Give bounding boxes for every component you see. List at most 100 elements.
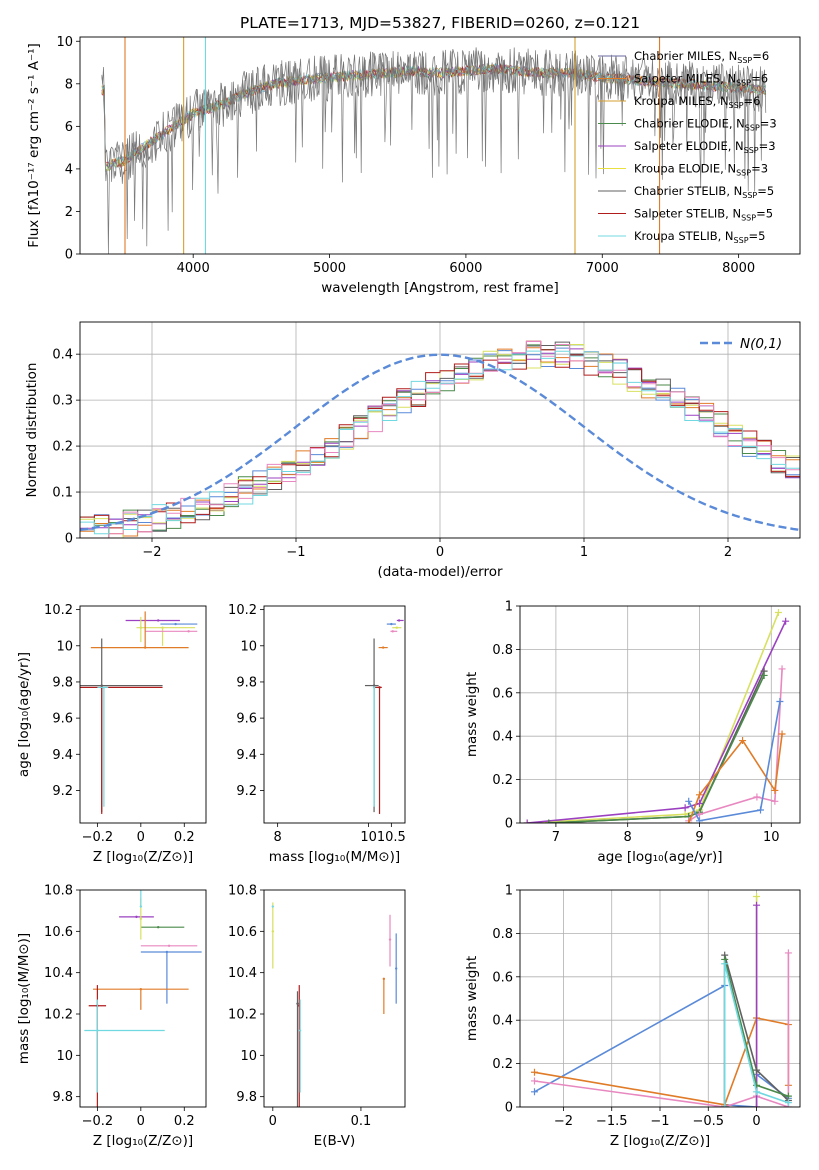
gaussian-curve xyxy=(80,353,800,532)
series-marker xyxy=(753,901,761,909)
y-tick-label: 10.4 xyxy=(44,966,73,981)
series-marker xyxy=(753,1088,761,1096)
x-tick-label: −1.5 xyxy=(596,1114,628,1129)
legend-sub: SSP xyxy=(741,214,756,223)
x-tick-label: 8 xyxy=(274,830,282,845)
legend-entry: Chabrier ELODIE, NSSP=3 xyxy=(634,117,777,133)
legend-name: Salpeter ELODIE, N xyxy=(634,139,744,153)
data-point xyxy=(174,622,177,626)
series-marker xyxy=(695,810,703,818)
x-tick-label: −2 xyxy=(142,545,161,560)
x-axis-label: mass [log₁₀(M/M⊙)] xyxy=(269,849,400,865)
x-tick-label: 8 xyxy=(624,830,632,845)
legend-entry: Chabrier STELIB, NSSP=5 xyxy=(634,184,774,200)
y-tick-label: 0.1 xyxy=(52,486,73,501)
plot-area xyxy=(520,606,800,823)
series-line xyxy=(534,984,789,1107)
legend-count: =5 xyxy=(756,207,773,221)
data-point xyxy=(167,944,171,947)
series-marker xyxy=(784,1099,792,1107)
y-tick-label: 10 xyxy=(56,1049,73,1064)
histogram-step xyxy=(80,347,800,537)
x-tick-label: 0.1 xyxy=(351,1114,372,1129)
y-tick-label: 9.6 xyxy=(236,712,257,727)
legend-entry: Kroupa ELODIE, NSSP=3 xyxy=(634,162,768,178)
legend-count: =6 xyxy=(744,94,761,108)
data-point xyxy=(394,967,398,970)
data-point xyxy=(298,1029,302,1032)
x-tick-label: 0 xyxy=(137,1114,145,1129)
y-axis-label: mass weight xyxy=(464,956,480,1041)
y-tick-label: 9.2 xyxy=(52,784,73,799)
x-tick-label: 10.5 xyxy=(377,830,406,845)
series-marker xyxy=(739,737,747,745)
y-tick-label: 9.4 xyxy=(52,748,73,763)
x-tick-label: −1 xyxy=(650,1114,669,1129)
data-point xyxy=(271,905,275,908)
x-tick-label: 0.2 xyxy=(174,1114,195,1129)
legend-count: =5 xyxy=(757,184,774,198)
series-line xyxy=(723,963,789,1107)
y-axis-label: age [log₁₀(age/yr)] xyxy=(16,652,32,777)
y-tick-label: 10 xyxy=(240,1049,257,1064)
legend-count: =6 xyxy=(752,49,769,63)
y-tick-label: 0 xyxy=(65,532,73,547)
data-point xyxy=(296,1002,299,1005)
legend-entry: Kroupa STELIB, NSSP=5 xyxy=(634,229,765,245)
x-tick-label: −0.2 xyxy=(82,1114,114,1129)
data-point xyxy=(96,1029,99,1032)
histogram-step xyxy=(80,344,800,538)
x-tick-label: 0 xyxy=(137,830,145,845)
series-marker xyxy=(695,817,703,823)
data-point xyxy=(390,622,393,626)
x-axis-label: E(B-V) xyxy=(314,1133,356,1149)
legend-sub: SSP xyxy=(742,191,757,200)
panel-mass_vs_Z: −0.2 0 0.2 9.8 10 10.2 10.4 10.6 10.8 Z [log₁₀(Z/… xyxy=(16,884,207,1149)
histogram-step xyxy=(80,350,800,535)
residuals-frame xyxy=(79,321,801,539)
histogram-step xyxy=(80,348,800,529)
y-tick-label: 10.2 xyxy=(228,603,257,618)
data-point xyxy=(157,619,160,622)
series-marker xyxy=(721,1103,729,1107)
series-marker xyxy=(753,793,761,801)
legend-sub: SSP xyxy=(736,169,751,178)
y-tick-label: 0 xyxy=(65,248,73,263)
series-marker xyxy=(776,697,784,705)
data-point xyxy=(391,630,394,633)
series-marker xyxy=(685,797,693,805)
series-marker xyxy=(530,1088,538,1096)
x-axis-label: wavelength [Angstrom, rest frame] xyxy=(321,280,559,296)
y-tick-label: 9.2 xyxy=(236,784,257,799)
x-axis-label: Z [log₁₀(Z/Z⊙)] xyxy=(93,1133,193,1149)
legend-count: =3 xyxy=(760,117,777,131)
y-tick-label: 0.2 xyxy=(492,1057,513,1072)
y-tick-label: 9.8 xyxy=(52,1090,73,1105)
series-marker xyxy=(753,893,761,901)
y-tick-label: 9.4 xyxy=(236,748,257,763)
y-tick-label: 2 xyxy=(65,205,73,220)
legend-entry: Salpeter MILES, NSSP=6 xyxy=(634,72,768,88)
x-tick-label: 4000 xyxy=(177,261,210,276)
data-point xyxy=(372,686,376,689)
panel-spectrum: 4000 5000 6000 7000 8000 0 2 4 6 8 10 wavelength [A… xyxy=(26,35,801,296)
y-tick-label: 1 xyxy=(505,600,513,615)
legend-sub: SSP xyxy=(744,146,759,155)
y-tick-label: 4 xyxy=(65,162,73,177)
data-point xyxy=(165,950,169,954)
y-tick-label: 0.2 xyxy=(52,440,73,455)
spectrum-data-line xyxy=(101,48,766,254)
data-point xyxy=(102,686,106,689)
y-tick-label: 10.8 xyxy=(44,884,73,899)
data-point xyxy=(271,930,275,933)
y-tick-label: 0.3 xyxy=(52,394,73,409)
legend-name: Salpeter MILES, N xyxy=(634,72,736,86)
x-tick-label: 6000 xyxy=(449,261,482,276)
legend-name: Chabrier MILES, N xyxy=(634,49,737,63)
legend-entry: N(0,1) xyxy=(740,336,782,352)
x-tick-label: 0 xyxy=(752,1114,760,1129)
x-tick-label: 9 xyxy=(695,830,703,845)
y-axis-label: mass [log₁₀(M/M⊙)] xyxy=(16,933,32,1064)
series-marker xyxy=(695,791,703,799)
